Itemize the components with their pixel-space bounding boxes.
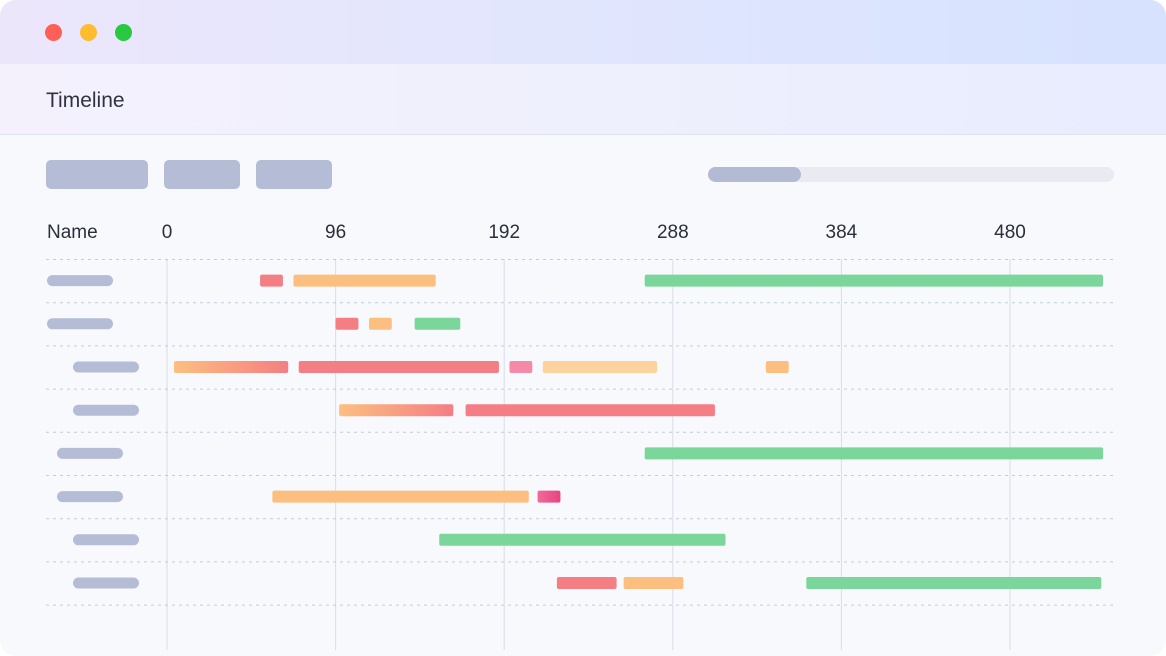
timeline-bar — [509, 361, 533, 373]
timeline-bar — [644, 274, 1104, 287]
timeline-bar — [765, 361, 789, 373]
name-column-header: Name — [47, 222, 98, 243]
timeline-bar — [368, 317, 392, 330]
minimize-window-button[interactable] — [80, 24, 97, 41]
timeline-bar — [339, 404, 454, 417]
timeline-bar — [439, 533, 726, 546]
toolbar-button-2[interactable] — [164, 160, 240, 189]
task-name-placeholder — [47, 318, 113, 330]
task-name-placeholder — [73, 534, 139, 546]
tick-label-0: 0 — [161, 222, 173, 243]
task-name-placeholder — [57, 447, 123, 459]
timeline-bar — [623, 577, 684, 589]
toolbar-button-1[interactable] — [46, 160, 148, 189]
task-name-placeholder — [57, 491, 123, 503]
timeline-bar — [556, 577, 617, 589]
timeline-bar — [465, 404, 715, 417]
timeline-bar — [298, 361, 499, 373]
toolbar-button-3[interactable] — [256, 160, 332, 189]
timeline-bar — [335, 317, 359, 330]
task-name-placeholder — [73, 361, 139, 373]
task-name-placeholder — [73, 577, 139, 589]
maximize-window-button[interactable] — [115, 24, 132, 41]
timeline-bar — [174, 361, 289, 373]
close-window-button[interactable] — [45, 24, 62, 41]
progress-bar — [708, 167, 1114, 182]
timeline-bar — [537, 490, 561, 503]
tick-label-288: 288 — [656, 222, 689, 243]
timeline-bar — [644, 447, 1104, 460]
timeline-bar — [272, 490, 529, 503]
tick-label-480: 480 — [994, 222, 1026, 243]
tick-label-96: 96 — [325, 222, 347, 243]
timeline-bar — [293, 274, 436, 287]
task-name-placeholder — [73, 404, 139, 416]
progress-bar-fill — [708, 167, 802, 182]
timeline-bar — [806, 577, 1102, 589]
tick-label-384: 384 — [825, 222, 858, 243]
task-name-placeholder — [47, 275, 113, 287]
timeline-bar — [414, 317, 461, 330]
page-header: Timeline — [0, 64, 1166, 135]
tick-label-192: 192 — [488, 222, 521, 243]
title-bar — [0, 0, 1166, 64]
timeline-bar — [260, 274, 283, 287]
timeline-bar — [542, 361, 657, 373]
page-title: Timeline — [46, 89, 125, 112]
